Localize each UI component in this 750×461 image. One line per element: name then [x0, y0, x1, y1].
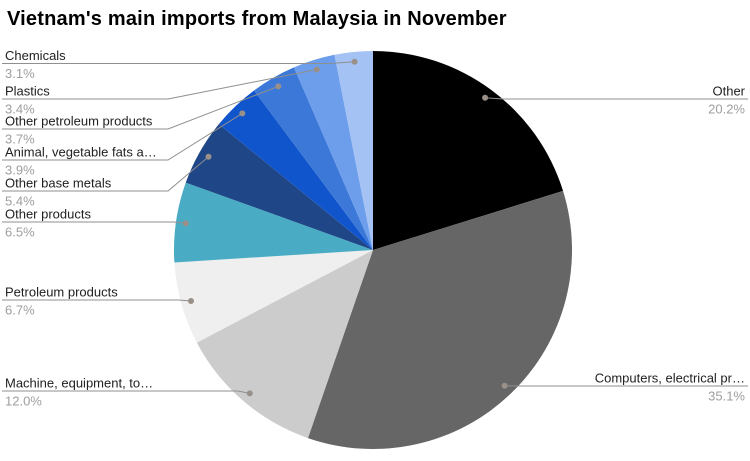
leader-line [2, 69, 317, 100]
slice-label: Petroleum products [5, 285, 118, 300]
leader-line [2, 85, 279, 130]
pie-slice-4[interactable] [173, 182, 373, 263]
slice-pct-label: 12.0% [5, 394, 42, 409]
slice-label: Machine, equipment, to… [5, 376, 153, 391]
pie-slice-2[interactable] [196, 250, 373, 439]
leader-line [2, 61, 355, 64]
pie-slice-3[interactable] [174, 250, 373, 343]
leader-line [2, 299, 192, 302]
slice-label: Other petroleum products [5, 114, 153, 129]
leader-dot [275, 83, 282, 90]
leader-line [2, 221, 186, 224]
leader-dot [501, 382, 508, 389]
slice-label: Animal, vegetable fats a… [5, 145, 157, 160]
leader-dot [313, 66, 320, 73]
leader-line [485, 97, 748, 100]
pie-slice-8[interactable] [293, 54, 373, 251]
slice-pct-label: 20.2% [708, 102, 745, 117]
pie-slice-6[interactable] [218, 90, 373, 251]
chart-title: Vietnam's main imports from Malaysia in … [7, 8, 507, 30]
leader-dot [351, 58, 358, 65]
leader-dot [239, 110, 246, 117]
slice-pct-label: 3.1% [5, 66, 35, 81]
pie-slice-7[interactable] [254, 67, 373, 251]
slice-label: Computers, electrical pr… [595, 371, 745, 386]
slice-label: Chemicals [5, 48, 66, 63]
leader-dot [188, 298, 194, 304]
leader-line [2, 390, 250, 394]
slice-label: Plastics [5, 84, 50, 99]
slice-label: Other products [5, 207, 91, 222]
slice-label: Other base metals [5, 176, 112, 191]
slice-pct-label: 3.9% [5, 163, 35, 178]
slice-pct-label: 3.7% [5, 132, 35, 147]
slice-pct-label: 35.1% [708, 389, 745, 404]
leader-dot [246, 390, 253, 397]
pie-slice-5[interactable] [185, 124, 373, 250]
leader-line [2, 112, 243, 161]
leader-dot [482, 94, 489, 101]
slice-label: Other [712, 84, 745, 99]
leader-dot [182, 220, 189, 227]
leader-dot [205, 153, 212, 160]
slice-pct-label: 6.7% [5, 303, 35, 318]
leader-line [2, 156, 209, 192]
pie-slice-0[interactable] [373, 51, 564, 250]
slice-pct-label: 5.4% [5, 194, 35, 209]
pie-slice-9[interactable] [334, 51, 373, 250]
slice-pct-label: 6.5% [5, 225, 35, 240]
slice-pct-label: 3.4% [5, 102, 35, 117]
